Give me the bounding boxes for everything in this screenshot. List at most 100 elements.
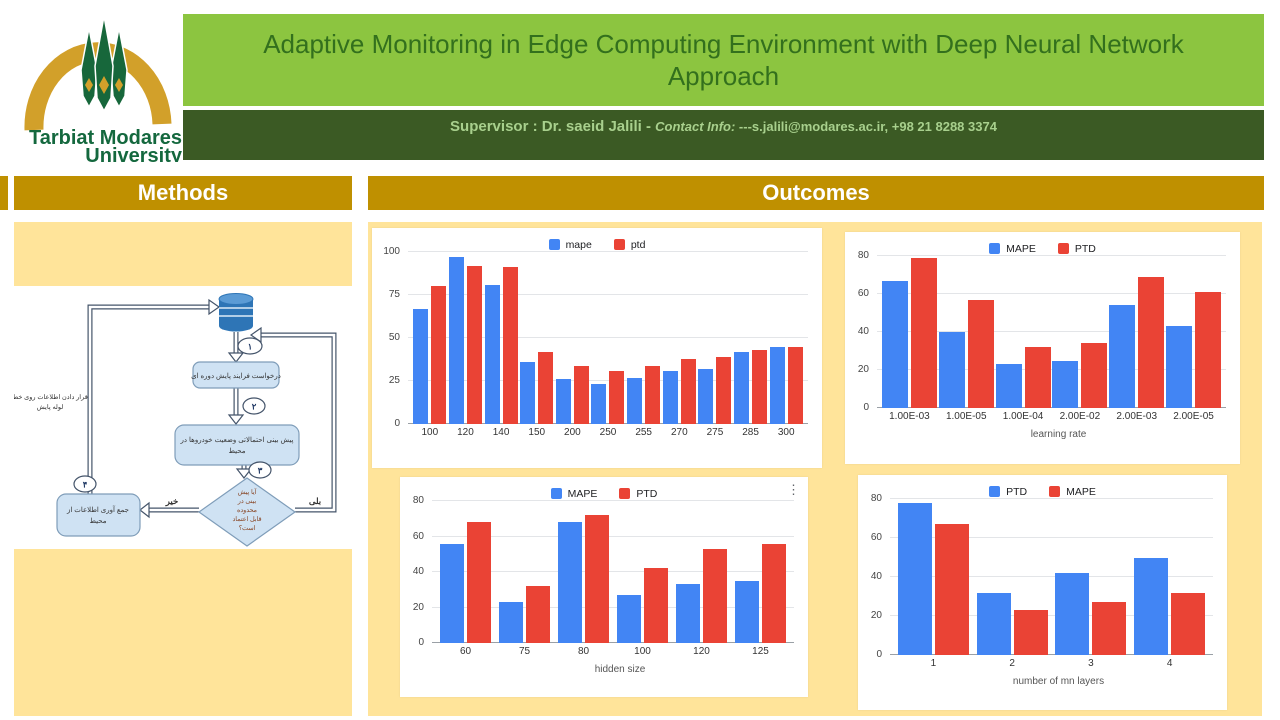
- supervisor-label: Supervisor : Dr. saeid Jalili: [450, 118, 642, 135]
- y-axis-tick: 80: [412, 495, 424, 506]
- bar-group: [499, 501, 550, 643]
- x-axis-tick: 120: [457, 427, 474, 438]
- university-arch-trees-logo: Tarbiat Modares University: [24, 15, 183, 167]
- x-axis-tick: 3: [1088, 658, 1094, 669]
- x-axis-tick: 100: [421, 427, 439, 438]
- bar-group: [484, 252, 518, 424]
- bar-group: [413, 252, 447, 424]
- logo-text-line1: Tarbiat Modares: [29, 127, 182, 149]
- bar-group: [769, 252, 803, 424]
- bar-group: [1055, 499, 1127, 655]
- legend-label: PTD: [636, 487, 658, 500]
- bar-mape-150: [520, 362, 536, 424]
- outcomes-section-header: Outcomes: [368, 176, 1264, 210]
- x-axis-tick: 2.00E-02: [1059, 411, 1101, 422]
- gridline: [432, 642, 794, 643]
- bar-group: [440, 501, 491, 643]
- bar-mape-125: [735, 580, 759, 643]
- bar-mape-80: [558, 522, 582, 643]
- x-axis-tick: 255: [635, 427, 652, 438]
- logo-tree-right-seed: [115, 78, 123, 92]
- bar-group: [1109, 256, 1165, 408]
- x-axis-tick: 140: [492, 427, 510, 438]
- gridline: [877, 255, 1226, 256]
- bar-ptd-80: [585, 515, 609, 643]
- bar-ptd-100: [431, 286, 447, 424]
- step-number-4: ۴: [83, 480, 88, 490]
- bar-group: [976, 499, 1048, 655]
- x-axis-title: number of mn layers: [1012, 676, 1105, 687]
- flow-diamond-line4: قابل اعتماد: [233, 516, 262, 523]
- outcomes-panel: mape ptd 0 25 50 75 100 100 120 140 150 200 250 255 27…: [368, 222, 1262, 716]
- bar-mape-270: [662, 370, 678, 424]
- x-axis-ticks: 1.00E-03 1.00E-05 1.00E-04 2.00E-02 2.00E-03…: [877, 408, 1226, 422]
- bar-mape-3: [1092, 602, 1127, 655]
- bar-mape-100: [617, 595, 641, 643]
- chart-plot-area: 0 20 40 60 80: [413, 495, 794, 648]
- logo-tree-center: [94, 15, 114, 113]
- flowchart-connectors: [87, 298, 337, 519]
- step-number-1: ۱: [248, 342, 253, 352]
- flow-diamond-line2: بینی در: [237, 498, 257, 505]
- bar-mape-285: [733, 351, 749, 424]
- legend-swatch-icon: [1049, 486, 1061, 497]
- flow-diamond-decision: [197, 477, 297, 547]
- gridline: [890, 615, 1213, 616]
- y-axis-tick: 100: [383, 246, 400, 257]
- bar-mape-300: [769, 346, 785, 424]
- y-axis-tick: 0: [418, 637, 424, 648]
- y-axis-tick: 40: [412, 566, 424, 577]
- bar-ptd-1.00E-04: [1024, 347, 1051, 408]
- flow-box-collect-line2: محیط: [89, 517, 106, 525]
- gridline: [877, 331, 1226, 332]
- y-axis-tick: 50: [388, 332, 400, 343]
- chart-card-rnn-layers: PTD MAPE 0 20 40 60 80 1 2 3 4 number of mn layers: [858, 475, 1227, 710]
- logo-text-line2: University: [85, 145, 183, 162]
- bar-group: [995, 256, 1051, 408]
- legend-swatch-icon: [548, 239, 560, 250]
- bar-group: [698, 252, 732, 424]
- bar-ptd-125: [762, 543, 786, 643]
- bars-container: [890, 499, 1213, 655]
- bar-ptd-300: [787, 346, 803, 424]
- bar-mape-200: [555, 379, 571, 424]
- gridline: [408, 423, 808, 424]
- flow-box-request: [192, 361, 280, 389]
- x-axis-tick: 80: [577, 646, 590, 657]
- y-axis-tick: 60: [412, 530, 424, 542]
- bar-mape-4: [1171, 592, 1206, 655]
- x-axis-title: hidden size: [594, 664, 646, 675]
- flow-no-label: خیر: [165, 496, 179, 507]
- bar-group: [1134, 499, 1206, 655]
- gridline: [432, 535, 794, 537]
- bar-group: [881, 256, 937, 408]
- x-axis-tick: 4: [1166, 658, 1173, 669]
- gridline: [877, 293, 1226, 294]
- y-axis-tick: 20: [412, 601, 424, 613]
- legend-swatch-icon: [619, 488, 631, 499]
- y-axis-tick: 20: [870, 610, 882, 621]
- x-axis-tick: 1.00E-04: [1002, 411, 1044, 422]
- y-axis-tick: 60: [857, 288, 869, 299]
- kebab-menu-icon[interactable]: ⋮: [787, 482, 800, 497]
- legend-item: MAPE: [989, 243, 1036, 255]
- chart-plot-area: 0 20 40 60 80: [858, 250, 1226, 413]
- x-axis-ticks: 1 2 3 4: [890, 655, 1213, 669]
- flowchart: درخواست فرایند پایش دوره ای پیش بینی احت…: [12, 293, 337, 547]
- chart-legend: mape ptd: [372, 228, 822, 252]
- bar-ptd-1.00E-03: [910, 257, 937, 408]
- bar-ptd-2: [976, 592, 1011, 655]
- bars-container: [432, 501, 794, 643]
- gridline: [432, 571, 794, 572]
- flow-box-request-label: درخواست فرایند پایش دوره ای: [191, 372, 281, 380]
- step-circle-2: [242, 397, 266, 415]
- step-circle-1: [237, 337, 263, 355]
- x-axis-tick: 285: [742, 427, 759, 438]
- bar-ptd-100: [644, 568, 668, 643]
- y-axis-tick: 80: [857, 250, 869, 261]
- logo-tree-left-seed: [85, 78, 93, 92]
- step-circle-3: [248, 461, 272, 479]
- y-axis-tick: 60: [870, 532, 882, 543]
- y-axis-tick: 40: [870, 571, 882, 582]
- bar-group: [558, 501, 609, 643]
